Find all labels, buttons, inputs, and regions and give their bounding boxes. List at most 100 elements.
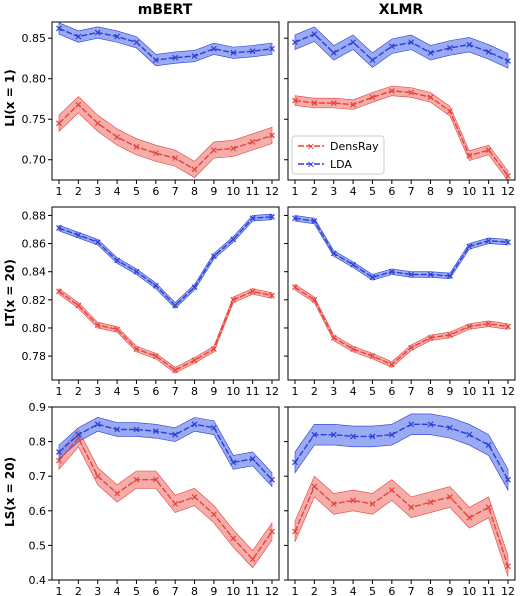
point-densray-r0c0-4 (114, 134, 121, 140)
point-lda-r1c1-8 (427, 271, 434, 278)
point-densray-r2c0-9 (210, 511, 217, 518)
point-densray-r2c0-10 (230, 535, 237, 542)
point-densray-r1c1-7 (408, 344, 415, 351)
point-densray-r2c1-8 (427, 499, 434, 506)
point-lda-r2c0-3 (94, 421, 101, 428)
x-tick-label-r2c1-1: 1 (292, 585, 299, 596)
y-tick-label-r2c0-2: 0.6 (29, 505, 47, 518)
x-tick-label-r0c0-10: 10 (226, 185, 240, 198)
x-tick-label-r2c0-4: 4 (114, 585, 121, 596)
band-densray-r0c0 (58, 96, 273, 178)
x-tick-label-r0c0-9: 9 (210, 185, 217, 198)
point-densray-r1c0-6 (152, 353, 159, 360)
x-tick-label-r0c0-3: 3 (94, 185, 101, 198)
x-tick-label-r2c0-3: 3 (94, 585, 101, 596)
x-tick-label-r0c1-11: 11 (482, 185, 496, 198)
band-lda-r2c1 (294, 413, 509, 492)
point-lda-r0c0-3 (94, 29, 101, 36)
point-densray-r0c0-2 (75, 101, 82, 108)
point-densray-r2c1-7 (408, 504, 415, 511)
point-lda-r0c1-8 (427, 49, 434, 56)
point-lda-r2c1-3 (330, 431, 337, 438)
x-tick-label-r0c1-8: 8 (427, 185, 434, 198)
axes-frame-r1c1 (287, 206, 516, 381)
legend-lda-label: LDA (330, 158, 352, 171)
x-tick-label-r1c0-1: 1 (56, 385, 63, 398)
x-tick-label-r2c1-10: 10 (462, 585, 476, 596)
y-tick-label-r2c0-4: 0.8 (29, 436, 47, 449)
point-densray-r1c1-11 (485, 320, 492, 327)
point-lda-r1c1-10 (466, 243, 473, 250)
point-densray-r2c0-1 (56, 457, 62, 464)
point-densray-r1c0-12 (269, 292, 275, 299)
point-lda-r2c1-1 (292, 459, 298, 466)
point-lda-r2c0-7 (172, 431, 179, 438)
point-densray-r0c1-5 (369, 94, 376, 101)
point-lda-r0c0-11 (249, 48, 256, 55)
point-densray-r0c0-7 (172, 155, 179, 162)
point-densray-r1c1-1 (292, 284, 298, 291)
point-lda-r0c1-3 (330, 49, 337, 56)
x-tick-label-r2c1-5: 5 (369, 585, 376, 596)
y-tick-label-r2c0-0: 0.4 (29, 574, 47, 587)
x-tick-label-r1c0-6: 6 (152, 385, 159, 398)
x-tick-label-r1c0-4: 4 (114, 385, 121, 398)
point-densray-r2c1-10 (466, 514, 473, 521)
point-lda-r1c1-7 (408, 271, 415, 278)
x-tick-label-r2c0-12: 12 (265, 585, 279, 596)
point-densray-r1c0-10 (230, 296, 237, 303)
band-densray-r2c0 (58, 428, 273, 569)
point-lda-r1c1-12 (505, 239, 511, 246)
point-densray-r1c1-5 (369, 353, 376, 360)
point-densray-r1c1-3 (330, 334, 337, 341)
point-densray-r1c0-4 (114, 326, 121, 333)
point-densray-r0c1-6 (388, 87, 395, 94)
point-densray-r2c0-8 (191, 494, 198, 500)
x-tick-label-r2c0-11: 11 (246, 585, 260, 596)
x-tick-label-r1c0-12: 12 (265, 385, 279, 398)
x-tick-label-r0c0-7: 7 (172, 185, 179, 198)
band-lda-r0c0 (58, 22, 273, 67)
x-tick-label-r0c0-11: 11 (246, 185, 260, 198)
x-tick-label-r2c1-9: 9 (446, 585, 453, 596)
y-tick-label-r0c0-2: 0.80 (22, 73, 47, 86)
point-lda-r1c1-3 (330, 250, 337, 257)
point-densray-r2c1-11 (485, 504, 492, 511)
point-lda-r2c0-8 (191, 421, 198, 428)
x-tick-label-r0c0-12: 12 (265, 185, 279, 198)
point-lda-r1c1-4 (350, 261, 357, 268)
point-lda-r2c1-2 (311, 431, 318, 438)
panel-r0c0: 1 2 3 4 5 6 7 8 9 10 11 120.700.750.800.85 (22, 21, 280, 198)
point-lda-r0c1-4 (350, 39, 357, 46)
column-title-xlmr: XLMR (379, 2, 424, 18)
point-lda-r2c1-7 (408, 421, 415, 428)
point-densray-r2c1-2 (311, 483, 318, 490)
point-lda-r1c1-5 (369, 274, 376, 281)
point-lda-r2c1-4 (350, 433, 357, 440)
point-lda-r2c1-6 (388, 431, 395, 438)
row-label-ls: LS(x = 20) (3, 457, 17, 527)
point-densray-r0c1-4 (350, 101, 357, 108)
point-lda-r0c1-6 (388, 43, 395, 50)
point-densray-r0c0-10 (230, 145, 237, 152)
point-lda-r1c0-1 (56, 225, 62, 232)
line-lda-r2c1 (294, 423, 509, 481)
x-tick-label-r1c1-2: 2 (311, 385, 318, 398)
x-tick-label-r1c1-9: 9 (446, 385, 453, 398)
x-tick-label-r1c0-11: 11 (246, 385, 260, 398)
x-tick-label-r0c0-1: 1 (56, 185, 63, 198)
point-lda-r0c0-12 (269, 45, 275, 52)
point-densray-r1c0-2 (75, 302, 82, 309)
x-tick-label-r0c0-5: 5 (133, 185, 140, 198)
panel-r1c0: 1 2 3 4 5 6 7 8 9 10 11 120.780.800.820.840.860.88 (22, 206, 280, 398)
point-lda-r1c0-11 (249, 215, 256, 222)
panel-r0c1: 1 2 3 4 5 6 7 8 9 10 11 12 (284, 21, 516, 198)
x-tick-label-r2c1-8: 8 (427, 585, 434, 596)
point-densray-r2c1-5 (369, 500, 376, 507)
line-lda-r1c0 (58, 216, 273, 307)
point-densray-r0c1-12 (505, 173, 511, 179)
point-densray-r0c0-12 (269, 132, 275, 139)
x-tick-label-r1c0-3: 3 (94, 385, 101, 398)
point-densray-r1c0-7 (172, 367, 179, 374)
point-densray-r2c0-7 (172, 500, 179, 507)
